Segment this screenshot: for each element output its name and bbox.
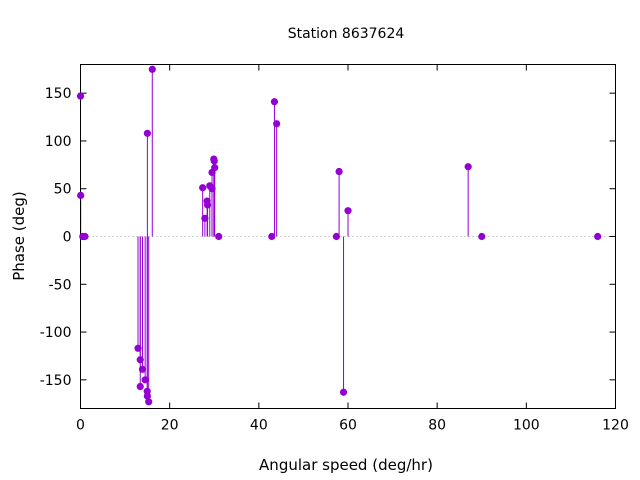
- data-point: [134, 344, 142, 352]
- y-tick-label: 0: [63, 230, 72, 246]
- data-point: [199, 184, 207, 192]
- data-point: [145, 398, 153, 406]
- x-tick-label: 40: [250, 418, 268, 434]
- data-point: [203, 201, 212, 209]
- data-point: [270, 98, 279, 106]
- data-point: [478, 232, 486, 241]
- x-tick-label: 80: [428, 418, 446, 434]
- data-point: [141, 376, 149, 384]
- data-point: [77, 191, 85, 200]
- chart-title: Station 8637624: [288, 26, 405, 42]
- data-point: [344, 207, 352, 215]
- data-point: [143, 129, 151, 137]
- data-point: [208, 185, 216, 193]
- y-tick-label: 100: [45, 134, 72, 150]
- data-point: [81, 232, 89, 241]
- x-tick-label: 100: [513, 418, 540, 434]
- data-point: [268, 232, 276, 241]
- data-point: [211, 164, 219, 172]
- y-tick-label: -150: [40, 373, 72, 389]
- data-point: [138, 365, 147, 373]
- data-point: [76, 92, 85, 100]
- x-axis-label: Angular speed (deg/hr): [259, 456, 433, 474]
- y-tick-label: 150: [45, 86, 72, 102]
- data-point: [143, 392, 151, 400]
- data-point: [148, 65, 156, 73]
- x-tick-label: 60: [339, 418, 357, 434]
- data-point: [136, 356, 144, 364]
- data-point: [335, 167, 343, 176]
- y-tick-label: -100: [40, 325, 72, 341]
- data-point: [273, 120, 281, 128]
- data-point: [594, 232, 602, 241]
- data-point: [464, 163, 472, 171]
- data-point: [215, 232, 223, 241]
- y-tick-label: -50: [49, 277, 72, 293]
- data-point: [136, 382, 144, 391]
- y-tick-label: 50: [54, 182, 72, 198]
- data-point: [339, 388, 348, 396]
- x-tick-label: 0: [76, 418, 85, 434]
- x-tick-label: 120: [602, 418, 629, 434]
- x-tick-label: 20: [161, 418, 179, 434]
- data-point: [201, 214, 209, 222]
- data-point: [210, 157, 218, 165]
- data-point: [332, 232, 341, 241]
- y-axis-label: Phase (deg): [10, 191, 28, 281]
